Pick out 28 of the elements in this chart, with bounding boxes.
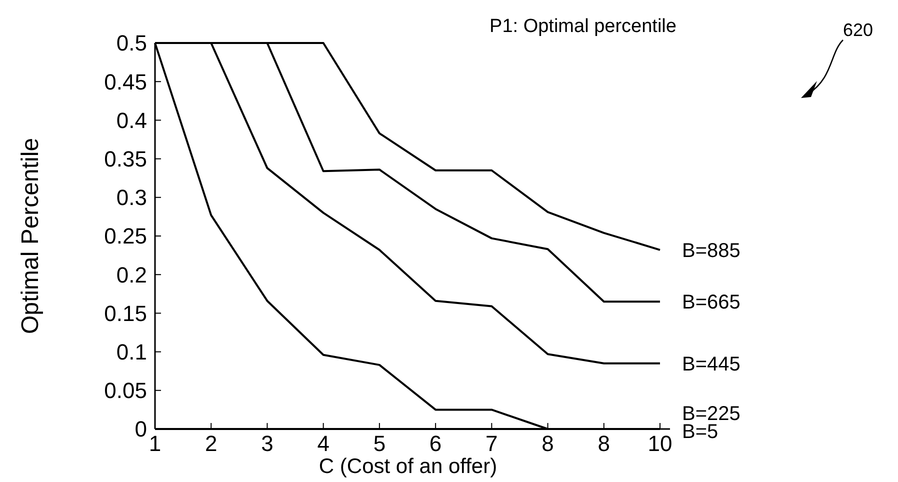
series-label: B=445 bbox=[682, 353, 740, 376]
series-label: B=665 bbox=[682, 292, 740, 314]
x-tick-label: 8 bbox=[598, 431, 610, 456]
x-tick-label: 6 bbox=[429, 431, 442, 456]
y-tick-label: 0.25 bbox=[104, 224, 147, 249]
y-tick-label: 0.45 bbox=[104, 69, 147, 94]
x-tick-label: 10 bbox=[648, 431, 672, 456]
y-tick-label: 0.3 bbox=[116, 185, 147, 210]
y-tick-label: 0.05 bbox=[104, 378, 147, 404]
x-tick-label: 5 bbox=[373, 431, 386, 456]
y-tick-label: 0 bbox=[134, 416, 147, 442]
x-tick-label: 3 bbox=[261, 431, 274, 456]
x-tick-label: 7 bbox=[486, 431, 498, 456]
x-tick-label: 1 bbox=[148, 431, 162, 456]
y-tick-label: 0.15 bbox=[104, 300, 147, 326]
text: 620 bbox=[842, 20, 874, 40]
y-tick-label: 0.5 bbox=[116, 30, 147, 56]
y-tick-label: 0.4 bbox=[116, 108, 147, 133]
series-label: B=885 bbox=[682, 240, 740, 262]
x-axis-title: C (Cost of an offer) bbox=[318, 455, 498, 478]
chart-title: P1: Optimal percentile bbox=[490, 16, 676, 37]
y-axis-title: Optimal Percentile bbox=[17, 138, 44, 334]
x-tick-label: 4 bbox=[317, 431, 330, 456]
y-tick-label: 0.35 bbox=[104, 146, 147, 172]
y-tick-label: 0.1 bbox=[116, 340, 147, 364]
x-tick-label: 2 bbox=[204, 431, 218, 456]
x-tick-label: 8 bbox=[542, 431, 554, 456]
y-tick-label: 0.2 bbox=[116, 262, 147, 288]
